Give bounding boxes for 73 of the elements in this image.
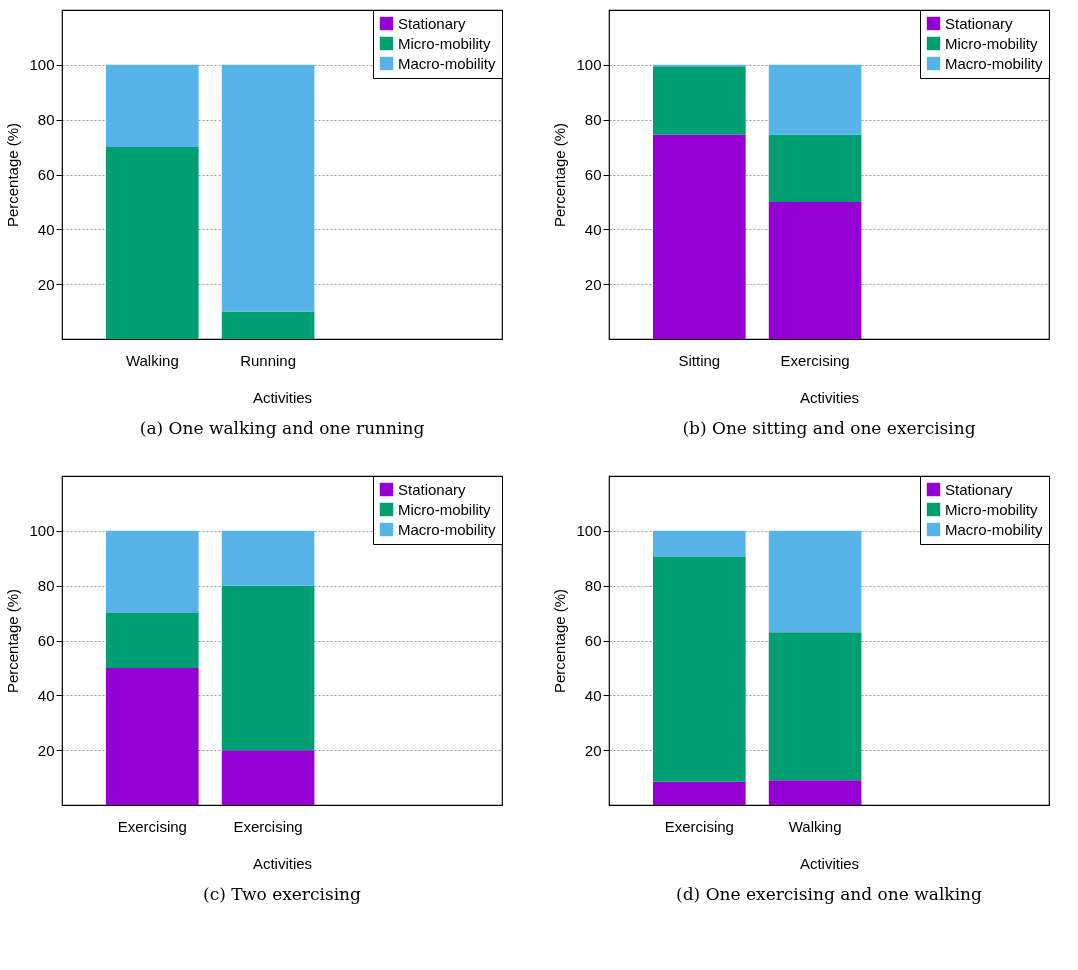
legend-label: Stationary xyxy=(945,480,1014,498)
y-tick-label: 80 xyxy=(37,577,55,595)
y-tick-label: 40 xyxy=(584,686,602,704)
bar xyxy=(653,134,746,339)
y-tick-label: 40 xyxy=(37,686,55,704)
legend-label: Micro-mobility xyxy=(398,500,491,518)
bar xyxy=(106,613,199,668)
x-axis-title: Activities xyxy=(799,388,860,406)
x-tick-label: Sitting xyxy=(678,351,721,369)
legend-label: Micro-mobility xyxy=(398,34,491,52)
bar xyxy=(106,530,199,614)
legend-label: Micro-mobility xyxy=(945,34,1038,52)
y-tick-label: 20 xyxy=(584,741,602,759)
bar xyxy=(106,667,199,805)
y-axis-title: Percentage (%) xyxy=(4,122,22,228)
bar xyxy=(653,530,746,557)
y-tick-label: 40 xyxy=(584,220,602,238)
bar xyxy=(768,780,862,805)
y-tick-label: 100 xyxy=(29,522,55,540)
bar xyxy=(768,530,862,633)
x-axis-title: Activities xyxy=(252,388,313,406)
x-axis-title: Activities xyxy=(799,854,860,872)
x-tick-label: Exercising xyxy=(233,817,303,835)
bar xyxy=(221,750,315,805)
y-tick-label: 20 xyxy=(37,275,55,293)
text: (b) One sitting and one exercising xyxy=(682,418,976,438)
bar xyxy=(768,201,862,339)
x-axis-title: Activities xyxy=(252,854,313,872)
y-tick-label: 100 xyxy=(29,56,55,74)
y-tick-label: 20 xyxy=(584,275,602,293)
x-tick-label: Exercising xyxy=(780,351,850,369)
bar xyxy=(768,64,862,135)
x-tick-label: Walking xyxy=(788,817,842,835)
bar xyxy=(106,64,199,148)
y-tick-label: 80 xyxy=(37,111,55,129)
x-tick-label: Running xyxy=(240,351,297,369)
text: (c) Two exercising xyxy=(203,884,362,904)
bar xyxy=(653,556,746,782)
bar xyxy=(653,66,746,135)
y-axis-title: Percentage (%) xyxy=(551,122,569,228)
bar xyxy=(221,311,315,339)
y-axis-title: Percentage (%) xyxy=(551,588,569,694)
bar xyxy=(221,530,315,586)
x-tick-label: Exercising xyxy=(117,817,187,835)
y-tick-label: 100 xyxy=(576,522,602,540)
bar xyxy=(653,781,746,805)
text: (a) One walking and one running xyxy=(139,418,425,438)
bar xyxy=(768,134,862,202)
x-tick-label: Exercising xyxy=(664,817,734,835)
bar xyxy=(768,632,862,781)
y-tick-label: 20 xyxy=(37,741,55,759)
bar xyxy=(106,147,199,339)
y-tick-label: 40 xyxy=(37,220,55,238)
legend-label: Macro-mobility xyxy=(945,54,1044,72)
y-tick-label: 60 xyxy=(584,166,602,183)
y-tick-label: 60 xyxy=(584,632,602,649)
legend-label: Stationary xyxy=(398,14,467,32)
legend-label: Stationary xyxy=(945,14,1014,32)
legend-label: Macro-mobility xyxy=(945,520,1044,538)
x-tick-label: Walking xyxy=(125,351,179,369)
y-tick-label: 60 xyxy=(37,166,55,183)
text: (d) One exercising and one walking xyxy=(676,884,983,904)
y-tick-label: 60 xyxy=(37,632,55,649)
legend-label: Macro-mobility xyxy=(398,54,497,72)
y-tick-label: 80 xyxy=(584,111,602,129)
bar xyxy=(221,585,315,751)
legend-label: Stationary xyxy=(398,480,467,498)
y-axis-title: Percentage (%) xyxy=(4,588,22,694)
y-tick-label: 80 xyxy=(584,577,602,595)
legend-label: Macro-mobility xyxy=(398,520,497,538)
y-tick-label: 100 xyxy=(576,56,602,74)
legend-label: Micro-mobility xyxy=(945,500,1038,518)
bar xyxy=(221,64,315,312)
